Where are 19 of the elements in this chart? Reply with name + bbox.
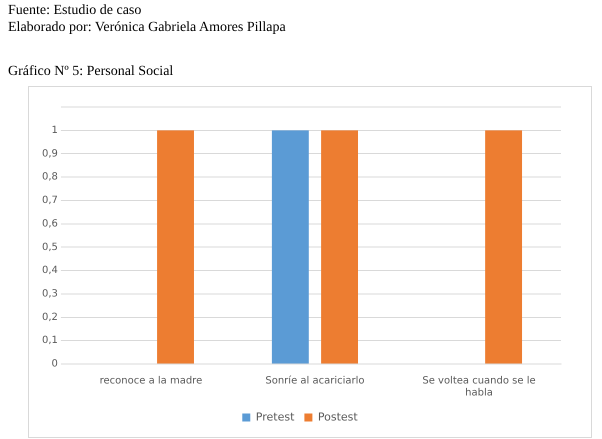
- chart-title: Gráfico Nº 5: Personal Social: [8, 64, 174, 80]
- source-note: Fuente: Estudio de caso: [8, 2, 142, 19]
- y-tick-label: 0,4: [42, 265, 58, 276]
- y-tick-label: 0: [52, 358, 58, 370]
- y-tick-label: 0,8: [42, 172, 58, 183]
- y-tick-label: 0,2: [42, 312, 58, 323]
- text: Elaborado por: Verónica Gabriela Amores Pillapa: [8, 19, 286, 36]
- x-tick-label: Sonríe al acariciarlo: [265, 376, 365, 387]
- legend-label: Pretest: [256, 410, 296, 424]
- y-tick-label: 0,1: [42, 335, 58, 346]
- x-tick-label: reconoce a la madre: [100, 376, 202, 387]
- legend-label: Postest: [318, 410, 358, 424]
- y-tick-label: 0,9: [42, 148, 58, 160]
- y-tick-label: 0,5: [42, 242, 58, 253]
- y-tick-label: 0,6: [42, 218, 58, 230]
- x-tick-label: Se voltea cuando se le habla: [422, 376, 536, 399]
- y-tick-label: 1: [52, 124, 58, 136]
- y-tick-label: 0,7: [42, 195, 58, 206]
- y-tick-label: 0,3: [42, 288, 58, 300]
